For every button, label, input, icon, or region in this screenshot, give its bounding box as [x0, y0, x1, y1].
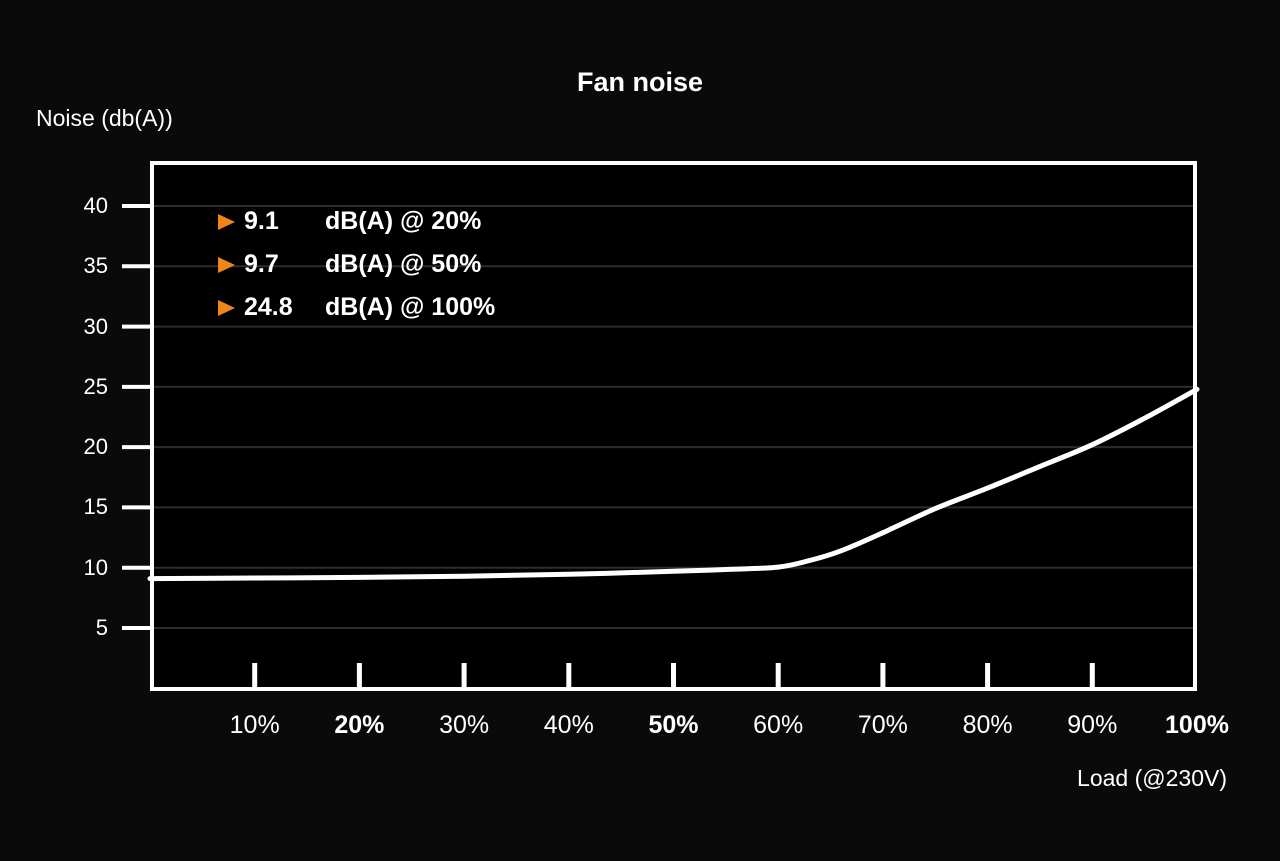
triangle-right-icon: [218, 256, 235, 273]
legend-label: dB(A) @ 100%: [325, 293, 496, 321]
y-tick-label-5: 5: [95, 615, 108, 640]
x-tick-label-50: 50%: [648, 711, 699, 739]
x-tick-label-20: 20%: [334, 711, 385, 739]
x-tick-label-70: 70%: [857, 711, 908, 739]
x-tick-label-90: 90%: [1067, 711, 1118, 739]
triangle-right-icon: [218, 299, 235, 316]
legend-item-0: 9.1 dB(A) @ 20%: [218, 200, 495, 243]
y-tick-label-20: 20: [83, 434, 108, 460]
x-tick-label-60: 60%: [753, 711, 804, 739]
noise-curve: [147, 386, 1200, 582]
legend-item-2: 24.8 dB(A) @ 100%: [218, 286, 495, 329]
y-tick-label-25: 25: [83, 373, 108, 399]
x-tick-label-10: 10%: [229, 711, 280, 739]
x-tick-label-80: 80%: [962, 711, 1013, 739]
chart-title: Fan noise: [576, 67, 704, 97]
legend-label: dB(A) @ 20%: [325, 207, 482, 235]
y-tick-label-30: 30: [83, 313, 108, 339]
x-tick-label-30: 30%: [439, 711, 490, 739]
x-tick-label-100: 100%: [1165, 711, 1229, 739]
legend: 9.1 dB(A) @ 20% 9.7 dB(A) @ 50% 24.8 dB(A) @ …: [218, 200, 495, 329]
y-tick-label-10: 10: [83, 554, 108, 580]
legend-value: 9.1: [244, 207, 279, 235]
triangle-right-icon: [218, 213, 235, 230]
legend-item-1: 9.7 dB(A) @ 50%: [218, 243, 495, 286]
legend-value: 9.7: [244, 250, 279, 278]
y-tick-label-35: 35: [83, 253, 108, 279]
x-axis-label: Load (@230V): [1077, 765, 1227, 791]
plot-area: [150, 161, 1197, 691]
legend-value: 24.8: [244, 293, 293, 321]
y-axis-label: Noise (db(A)): [36, 105, 173, 131]
y-tick-label-15: 15: [83, 494, 108, 520]
x-tick-label-40: 40%: [543, 711, 594, 739]
legend-label: dB(A) @ 50%: [325, 250, 482, 278]
y-tick-label-40: 40: [83, 193, 108, 218]
